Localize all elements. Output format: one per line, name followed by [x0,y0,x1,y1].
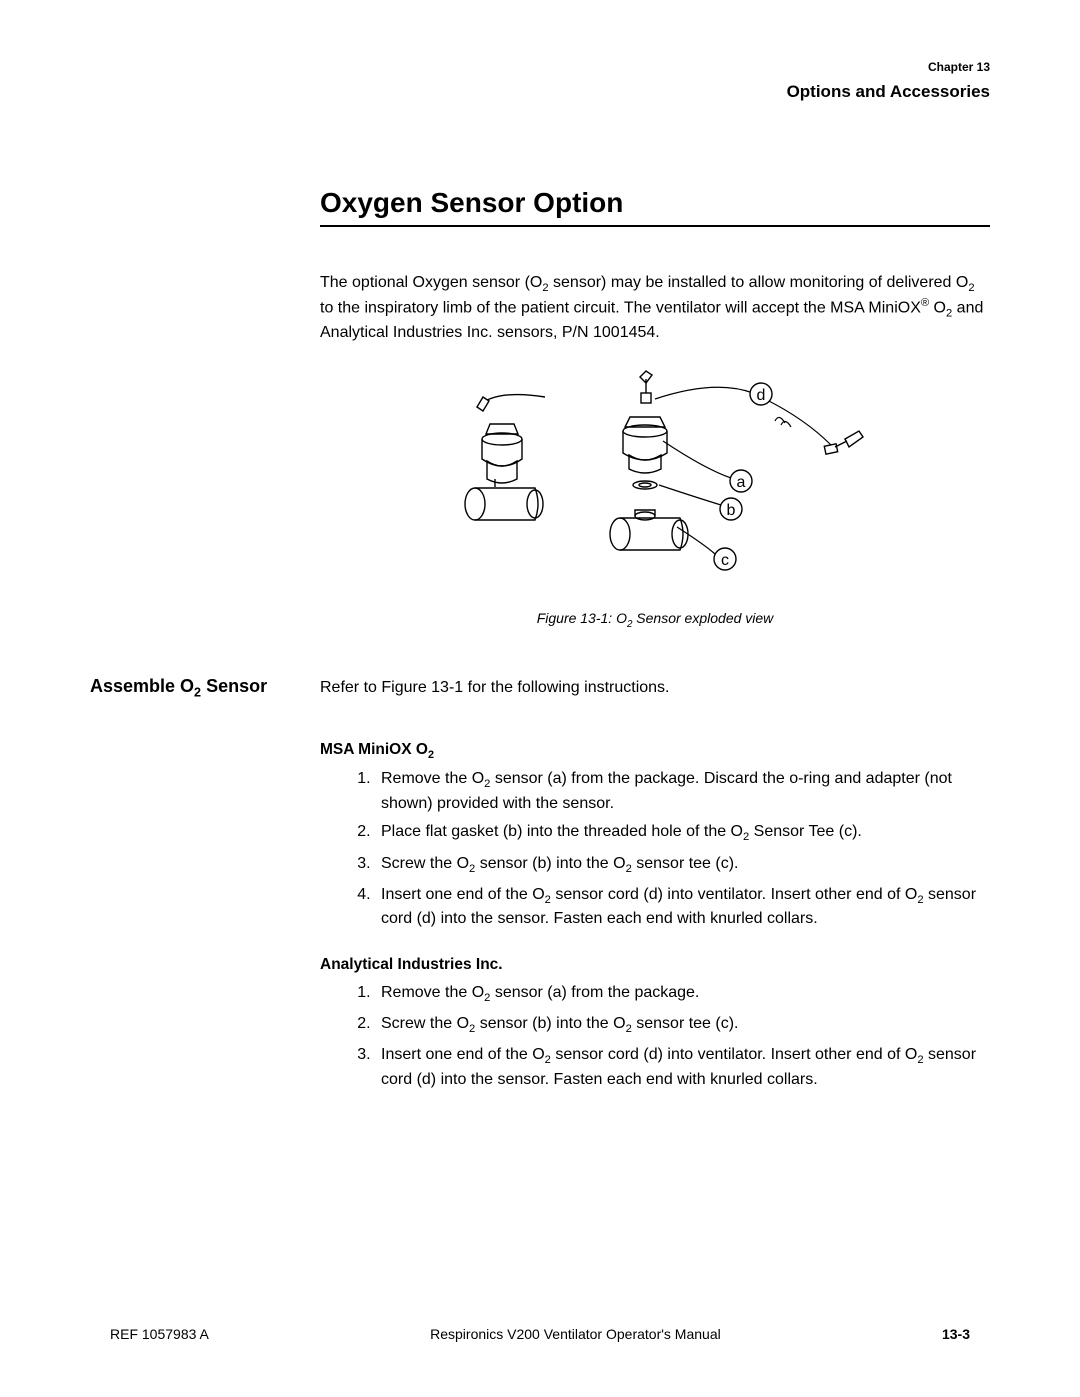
intro-text: The optional Oxygen sensor (O [320,274,542,291]
list-item: Remove the O2 sensor (a) from the packag… [375,768,990,814]
footer-page: 13-3 [942,1326,970,1342]
list-item: Insert one end of the O2 sensor cord (d)… [375,884,990,930]
intro-text: sensor) may be installed to allow monito… [549,274,969,291]
exploded-view-diagram: d a b c [415,369,895,589]
list-item: Insert one end of the O2 sensor cord (d)… [375,1044,990,1090]
label-b: b [727,502,736,519]
intro-paragraph: The optional Oxygen sensor (O2 sensor) m… [320,272,990,344]
aii-heading: Analytical Industries Inc. [320,955,990,976]
list-item: Remove the O2 sensor (a) from the packag… [375,982,990,1006]
label-d: d [757,387,766,404]
msa-heading: MSA MiniOX O2 [320,740,990,763]
figure-caption: Figure 13-1: O2 Sensor exploded view [320,609,990,631]
figure-exploded-view: d a b c Figure 13-1: O2 Sensor exploded … [320,369,990,632]
label-c: c [721,552,729,569]
intro-text: O [929,300,946,317]
intro-text: to the inspiratory limb of the patient c… [320,300,921,317]
msa-steps: Remove the O2 sensor (a) from the packag… [320,768,990,929]
list-item: Screw the O2 sensor (b) into the O2 sens… [375,853,990,877]
page-title: Oxygen Sensor Option [320,187,990,219]
label-a: a [737,474,746,491]
side-heading-assemble: Assemble O2 Sensor [90,676,320,700]
footer-title: Respironics V200 Ventilator Operator's M… [209,1326,942,1342]
chapter-label: Chapter 13 [90,60,990,74]
title-rule [320,225,990,227]
page-footer: REF 1057983 A Respironics V200 Ventilato… [110,1326,970,1342]
footer-ref: REF 1057983 A [110,1326,209,1342]
breadcrumb: Options and Accessories [90,82,990,102]
assemble-intro-text: Refer to Figure 13-1 for the following i… [320,679,990,697]
list-item: Place flat gasket (b) into the threaded … [375,821,990,845]
list-item: Screw the O2 sensor (b) into the O2 sens… [375,1013,990,1037]
aii-steps: Remove the O2 sensor (a) from the packag… [320,982,990,1090]
